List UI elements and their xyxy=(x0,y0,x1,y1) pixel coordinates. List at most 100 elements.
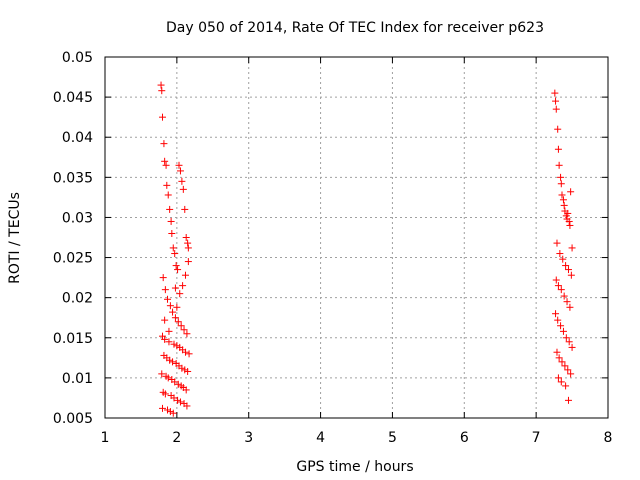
data-point xyxy=(179,185,187,193)
data-point xyxy=(557,322,565,330)
data-point xyxy=(567,188,575,196)
data-point xyxy=(158,370,166,378)
x-gridlines xyxy=(176,57,537,418)
data-point xyxy=(557,378,565,386)
data-point xyxy=(165,327,173,335)
data-point xyxy=(162,161,170,169)
data-point xyxy=(558,358,566,366)
data-point xyxy=(568,244,576,252)
data-point xyxy=(181,205,189,213)
data-point xyxy=(164,295,172,303)
data-point xyxy=(158,113,166,121)
x-axis-ticks: 1 2 3 4 5 6 7 8 xyxy=(101,57,613,446)
data-point xyxy=(185,350,193,358)
data-point xyxy=(166,205,174,213)
data-point xyxy=(553,239,561,247)
y-tick-label: 0.035 xyxy=(53,170,93,186)
y-axis-label: ROTI / TECUs xyxy=(7,192,23,284)
data-point xyxy=(180,326,188,334)
data-point xyxy=(171,378,179,386)
data-point xyxy=(164,374,172,382)
data-point xyxy=(558,191,566,199)
data-point xyxy=(554,374,562,382)
y-tick-label: 0.03 xyxy=(62,210,93,226)
data-point xyxy=(552,97,560,105)
data-point xyxy=(168,229,176,237)
data-point xyxy=(161,286,169,294)
data-point xyxy=(174,266,182,274)
x-tick-label: 4 xyxy=(316,430,325,446)
data-point xyxy=(174,396,182,404)
data-point xyxy=(181,271,189,279)
data-point xyxy=(183,402,191,410)
data-point xyxy=(159,274,167,282)
data-point xyxy=(184,258,192,266)
data-point xyxy=(552,310,560,318)
data-point xyxy=(176,290,184,298)
data-point xyxy=(560,201,568,209)
y-tick-label: 0.04 xyxy=(62,130,93,146)
data-point xyxy=(164,406,172,414)
data-point xyxy=(557,180,565,188)
data-points xyxy=(157,81,576,417)
data-point xyxy=(173,342,181,350)
data-point xyxy=(551,89,559,97)
data-point xyxy=(169,244,177,252)
data-point xyxy=(559,196,567,204)
y-tick-label: 0.015 xyxy=(53,331,93,347)
data-point xyxy=(179,282,187,290)
data-point xyxy=(175,161,183,169)
data-point xyxy=(563,298,571,306)
data-point xyxy=(564,396,572,404)
data-point xyxy=(172,262,180,270)
data-point xyxy=(166,408,174,416)
data-point xyxy=(553,348,561,356)
x-tick-label: 7 xyxy=(532,430,541,446)
y-tick-label: 0.05 xyxy=(62,50,93,66)
x-tick-label: 2 xyxy=(172,430,181,446)
data-point xyxy=(566,303,574,311)
data-point xyxy=(557,173,565,181)
data-point xyxy=(555,161,563,169)
data-point xyxy=(169,358,177,366)
data-point xyxy=(183,330,191,338)
data-point xyxy=(554,316,562,324)
data-point xyxy=(158,404,166,412)
x-axis-label: GPS time / hours xyxy=(296,459,413,475)
data-point xyxy=(157,81,165,89)
data-point xyxy=(184,239,192,247)
data-point xyxy=(561,362,569,370)
data-point xyxy=(184,244,192,252)
data-point xyxy=(555,354,563,362)
data-point xyxy=(559,327,567,335)
x-tick-label: 1 xyxy=(101,430,110,446)
data-point xyxy=(552,276,560,284)
data-point xyxy=(171,314,179,322)
data-point xyxy=(178,364,186,372)
y-tick-label: 0.02 xyxy=(62,291,93,307)
data-point xyxy=(158,87,166,95)
data-point xyxy=(166,356,174,364)
data-point xyxy=(552,105,560,113)
data-point xyxy=(169,409,177,417)
data-point xyxy=(562,334,570,342)
data-point xyxy=(554,125,562,133)
data-point xyxy=(567,271,575,279)
data-point xyxy=(174,380,182,388)
data-point xyxy=(169,308,177,316)
y-tick-label: 0.005 xyxy=(53,411,93,427)
y-gridlines xyxy=(105,96,608,379)
y-tick-label: 0.025 xyxy=(53,251,93,267)
data-point xyxy=(568,343,576,351)
data-point xyxy=(166,302,174,310)
data-point xyxy=(557,286,565,294)
data-point xyxy=(163,181,171,189)
data-point xyxy=(182,234,190,241)
x-tick-label: 8 xyxy=(604,430,613,446)
data-point xyxy=(567,370,575,378)
plot-area-border xyxy=(104,56,609,419)
y-tick-label: 0.045 xyxy=(53,90,93,106)
data-point xyxy=(562,382,570,390)
data-point xyxy=(559,255,567,263)
